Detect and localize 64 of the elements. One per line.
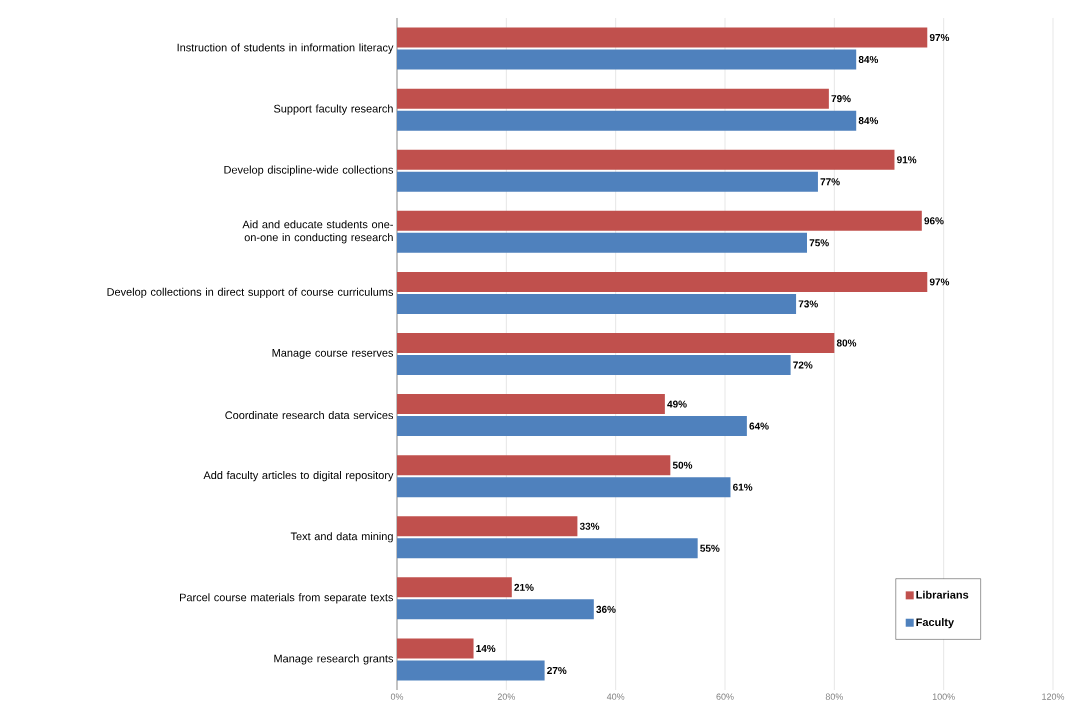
data-label: 49% xyxy=(667,400,687,408)
data-label: 50% xyxy=(672,461,693,469)
data-label: 97% xyxy=(929,278,950,286)
data-label: 84% xyxy=(858,117,879,125)
legend-label: Librarians xyxy=(916,590,969,599)
y-tick-label: Text and data mining xyxy=(290,532,393,543)
y-tick-label: Coordinate research data services xyxy=(225,411,394,420)
data-label: 36% xyxy=(596,605,616,613)
bar xyxy=(397,394,665,415)
data-label: 64% xyxy=(749,422,769,430)
data-label: 14% xyxy=(476,644,496,652)
bar xyxy=(397,88,829,109)
x-tick-label: 100% xyxy=(932,693,955,700)
data-label: 55% xyxy=(700,544,720,552)
x-tick-label: 80% xyxy=(825,693,843,700)
bar xyxy=(397,333,835,353)
y-tick-label: Develop collections in direct support of course curriculums xyxy=(107,287,394,298)
bar xyxy=(397,210,922,231)
data-label: 75% xyxy=(809,239,829,247)
data-label: 73% xyxy=(798,300,818,308)
y-tick-label: Add faculty articles to digital repository xyxy=(203,471,394,482)
bar xyxy=(397,516,578,537)
x-tick-label: 0% xyxy=(390,693,404,700)
y-tick-label: Develop discipline-wide collections xyxy=(224,165,394,176)
bar xyxy=(397,110,857,131)
bar xyxy=(397,455,671,476)
bar xyxy=(397,49,857,70)
data-label: 77% xyxy=(820,178,840,186)
bar xyxy=(397,232,807,253)
y-tick-label: Parcel course materials from separate texts xyxy=(180,593,394,604)
bar xyxy=(397,638,474,659)
legend-label: Faculty xyxy=(916,618,955,629)
bar xyxy=(397,27,928,48)
data-label: 27% xyxy=(547,666,567,674)
data-label: 79% xyxy=(831,95,851,103)
y-tick-label: Aid and educate students one-on-one in conducting research xyxy=(242,220,393,244)
bar xyxy=(397,577,512,598)
bar xyxy=(397,271,928,292)
bar xyxy=(397,355,791,375)
bar xyxy=(397,477,731,498)
data-label: 61% xyxy=(733,483,753,491)
data-label: 21% xyxy=(514,583,534,591)
x-tick-label: 60% xyxy=(716,693,734,700)
bar xyxy=(397,416,747,437)
bar xyxy=(397,538,698,559)
data-label: 80% xyxy=(836,339,857,347)
data-label: 84% xyxy=(858,56,879,64)
x-tick-label: 120% xyxy=(1042,693,1065,700)
bar xyxy=(397,171,818,192)
data-label: 91% xyxy=(897,156,917,164)
bar xyxy=(397,149,895,170)
y-tick-label: Manage course reserves xyxy=(272,349,394,359)
data-label: 72% xyxy=(793,361,813,369)
bar xyxy=(397,660,545,681)
y-tick-label: Manage research grants xyxy=(274,654,394,665)
data-label: 97% xyxy=(929,34,950,42)
bar xyxy=(397,599,594,620)
data-label: 96% xyxy=(924,217,944,225)
y-tick-label: Instruction of students in information literacy xyxy=(177,43,394,54)
bar xyxy=(397,293,797,314)
x-tick-label: 40% xyxy=(606,693,625,700)
x-tick-label: 20% xyxy=(497,693,515,700)
data-label: 33% xyxy=(579,522,600,530)
y-tick-label: Support faculty research xyxy=(273,104,393,115)
